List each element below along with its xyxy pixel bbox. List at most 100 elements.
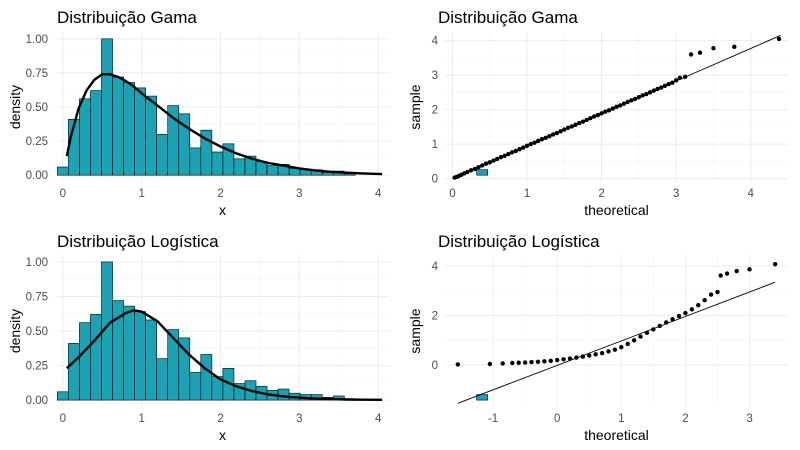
y-tick-label: 0.75 bbox=[26, 291, 48, 303]
qq-point bbox=[670, 80, 675, 85]
histogram-bar bbox=[79, 322, 91, 401]
qq-point bbox=[595, 112, 601, 118]
qq-point bbox=[510, 360, 515, 366]
x-tick-label: 0 bbox=[554, 413, 560, 425]
density-curve bbox=[65, 73, 383, 176]
qq-point bbox=[676, 313, 682, 319]
x-axis-title: theoretical bbox=[584, 202, 649, 218]
x-axis-title: theoretical bbox=[584, 427, 649, 443]
histogram-bar bbox=[178, 113, 191, 176]
histogram-bar bbox=[266, 165, 279, 176]
qq-point bbox=[500, 361, 505, 366]
y-tick-label: 0.75 bbox=[26, 68, 48, 80]
qq-point bbox=[516, 360, 521, 365]
qq-point bbox=[532, 140, 537, 145]
x-tick-label: 4 bbox=[748, 188, 755, 200]
x-tick-label: 3 bbox=[746, 413, 752, 425]
qq-point bbox=[632, 96, 638, 102]
histogram-bar bbox=[277, 388, 290, 401]
x-tick-label: 3 bbox=[296, 413, 302, 425]
qq-point bbox=[562, 127, 567, 132]
chart-panel-gamma-qq: 0 1 2 3 4 0 1 2 3 4 Distribuição Gama theoretical sa… bbox=[407, 8, 788, 218]
qq-point bbox=[547, 133, 552, 139]
histogram-bar bbox=[167, 329, 180, 401]
qq-point bbox=[513, 148, 519, 154]
qq-point bbox=[647, 90, 653, 95]
histogram-bar bbox=[189, 147, 202, 176]
qq-point bbox=[529, 359, 534, 365]
qq-point bbox=[494, 156, 500, 162]
qq-point bbox=[638, 334, 643, 339]
x-tick-label: 0 bbox=[60, 413, 66, 425]
qq-point bbox=[539, 137, 545, 142]
histogram-bar bbox=[200, 354, 213, 401]
qq-point bbox=[682, 74, 688, 80]
y-tick-label: 0.50 bbox=[26, 102, 48, 114]
histogram-bar bbox=[156, 358, 169, 401]
y-tick-label: 1 bbox=[432, 139, 438, 151]
panel-title: Distribuição Logística bbox=[438, 232, 600, 251]
qq-point bbox=[683, 310, 688, 316]
qq-point bbox=[498, 154, 504, 160]
qq-point bbox=[636, 94, 642, 100]
qq-point bbox=[487, 361, 493, 367]
panel-title: Distribuição Gama bbox=[57, 8, 197, 27]
qq-point bbox=[659, 85, 664, 90]
qq-point bbox=[655, 86, 660, 92]
histogram-bar bbox=[211, 151, 224, 176]
x-axis-title: x bbox=[219, 202, 226, 218]
x-tick-label: 2 bbox=[682, 413, 688, 425]
y-tick-label: 0.25 bbox=[26, 136, 48, 148]
histogram-bar bbox=[189, 372, 202, 401]
y-tick-label: 1.00 bbox=[26, 257, 48, 269]
qq-point bbox=[524, 143, 530, 148]
histogram-bar bbox=[156, 133, 169, 176]
qq-point bbox=[670, 317, 675, 322]
chart-panel-logistic-qq: -1 0 1 2 3 0 2 4 Distribuição Logística theoretic… bbox=[407, 232, 788, 443]
qq-point bbox=[522, 360, 528, 365]
qq-point bbox=[606, 349, 611, 354]
histogram-bar bbox=[476, 169, 489, 176]
qq-point bbox=[724, 271, 730, 276]
qq-point bbox=[542, 359, 547, 364]
qq-point bbox=[657, 323, 662, 329]
histogram-bar bbox=[145, 319, 157, 401]
x-tick-label: 2 bbox=[598, 188, 604, 200]
histogram-bar bbox=[57, 391, 69, 401]
qq-point bbox=[584, 117, 589, 123]
x-axis-title: x bbox=[219, 427, 226, 443]
x-tick-label: -1 bbox=[488, 413, 498, 425]
y-axis-title: sample bbox=[407, 308, 423, 353]
y-tick-label: 2 bbox=[432, 105, 438, 117]
qq-point bbox=[567, 356, 573, 361]
x-tick-label: 2 bbox=[217, 413, 223, 425]
qq-point bbox=[610, 106, 615, 111]
qq-point bbox=[558, 129, 563, 134]
panel-title: Distribuição Logística bbox=[57, 232, 219, 251]
histogram-bar bbox=[90, 90, 102, 176]
qq-point bbox=[640, 93, 645, 98]
x-tick-label: 1 bbox=[139, 413, 145, 425]
y-tick-label: 0 bbox=[432, 360, 438, 372]
qq-point bbox=[688, 52, 694, 57]
x-tick-label: 1 bbox=[618, 413, 624, 425]
x-tick-label: 1 bbox=[524, 188, 530, 200]
histogram-bar bbox=[68, 343, 80, 401]
qq-point bbox=[543, 135, 548, 141]
qq-point bbox=[580, 354, 586, 359]
qq-point bbox=[662, 83, 668, 88]
histogram-bar bbox=[145, 95, 157, 176]
qq-point bbox=[506, 151, 511, 157]
qq-point bbox=[625, 99, 630, 105]
histogram-bar bbox=[476, 394, 489, 401]
qq-point bbox=[625, 341, 630, 347]
qq-point bbox=[606, 108, 612, 113]
qq-point bbox=[476, 164, 481, 170]
qq-point bbox=[651, 88, 656, 93]
density-curve bbox=[65, 309, 383, 401]
qq-point bbox=[618, 103, 623, 108]
y-tick-label: 0.50 bbox=[26, 326, 48, 338]
qq-point bbox=[644, 330, 650, 336]
histogram-bar bbox=[123, 305, 135, 401]
